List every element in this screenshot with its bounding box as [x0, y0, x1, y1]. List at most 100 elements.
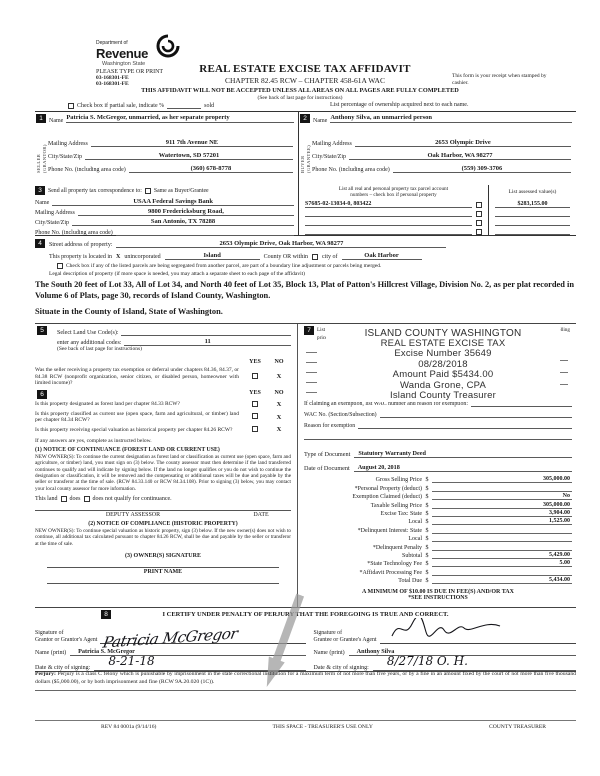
- reason-line-2: [304, 429, 572, 440]
- seller-column: 1 Name Patricia S. McGregor, unmarried, …: [35, 112, 298, 185]
- personal-property-deduct-label: *Personal Property (deduct): [354, 485, 422, 492]
- corr-mailing-label: Mailing Address: [35, 210, 75, 216]
- money-row: Local $: [304, 534, 572, 543]
- dollar-sign: $: [425, 527, 429, 534]
- money-row: Gross Selling Price $305,000.00: [304, 475, 572, 484]
- gross-selling-price-label: Gross Selling Price: [375, 477, 422, 484]
- seller-phone-value: (360) 678-8778: [128, 165, 293, 173]
- current-use-yes-checkbox[interactable]: [243, 413, 267, 421]
- additional-codes-label: enter any additional codes:: [57, 340, 122, 346]
- does-not-qualify-checkbox[interactable]: [83, 496, 90, 503]
- corr-mailing-value: 9800 Fredericksburg Road,: [77, 208, 294, 216]
- treasurer-space-label: THIS SPACE - TREASURER'S USE ONLY: [272, 724, 373, 730]
- city-checkbox[interactable]: [312, 254, 319, 260]
- parcels-table: List all real and personal property tax …: [298, 185, 576, 235]
- delinquent-interest-state-value: [432, 527, 572, 534]
- footer: REV 84 0001a (9/14/16) THIS SPACE - TREA…: [35, 720, 576, 730]
- same-as-buyer-checkbox[interactable]: [144, 187, 151, 194]
- dollar-sign: $: [425, 477, 429, 484]
- partial-sale-checkbox[interactable]: [68, 102, 74, 109]
- property-section: 4 Street address of property: 2653 Olymp…: [35, 237, 575, 316]
- buyer-name-value: Anthony Silva, an unmarried person: [330, 114, 572, 123]
- form-code-1: 03-168301-FE: [96, 75, 129, 81]
- unincorporated-label: unincorporated: [124, 254, 161, 260]
- delinquent-interest-local-value: [432, 535, 572, 543]
- county-or-label: County OR within: [263, 254, 309, 260]
- notice-continuance-title: (1) NOTICE OF CONTINUANCE (FOREST LAND O…: [35, 446, 220, 453]
- stamp-amount-paid: Amount Paid $5434.00: [392, 369, 494, 381]
- section-2-number: 2: [300, 114, 310, 123]
- corr-phone-value: [115, 235, 294, 236]
- dollar-sign: $: [425, 502, 429, 509]
- yes-header: YES: [249, 359, 261, 365]
- subtotal-value: 5,429.00: [432, 552, 572, 559]
- parcel-row: S7685-02-13034-0, 803422 $283,155.00: [299, 199, 576, 209]
- stamp-excise-number: Excise Number 35649: [394, 348, 492, 360]
- stamp-reet-line: REAL ESTATE EXCISE TAX: [380, 338, 506, 349]
- partial-sale-label: Check box if partial sale, indicate %: [77, 102, 165, 109]
- money-row: Total Due $5,434.00: [304, 576, 572, 585]
- if-yes-note: If any answers are yes, complete as inst…: [35, 437, 152, 444]
- grantor-agent-label: Grantor or Grantor's Agent: [35, 636, 98, 643]
- minimum-due-note: A MINIMUM OF $10.00 IS DUE IN FEE(S) AND…: [362, 589, 514, 596]
- notice-compliance-body: NEW OWNER(S): To continue special valuat…: [35, 528, 291, 547]
- see-back-note-5: (See back of last page for instructions): [57, 346, 142, 352]
- buyer-name-label: Name: [313, 118, 328, 124]
- land-use-code-line: [121, 329, 291, 336]
- forest-land-question: Is this property designated as forest la…: [35, 401, 180, 408]
- grantee-signature-line[interactable]: [379, 615, 576, 644]
- personal-property-checkbox[interactable]: [476, 220, 482, 227]
- seller-role-line1: SELLER: [35, 153, 41, 173]
- historical-no-answer[interactable]: X: [276, 426, 282, 434]
- stamp-treasurer-name: Wanda Grone, CPA: [399, 379, 487, 391]
- print-name-line[interactable]: [47, 575, 279, 585]
- deputy-assessor-label: DEPUTY ASSESSOR: [105, 512, 161, 519]
- reason-line: [358, 422, 572, 429]
- grantee-date-row: Date & city of signing: 8/27/18 O. H.: [306, 654, 576, 671]
- grantor-signature-line[interactable]: Patricia McGregor: [100, 620, 306, 652]
- forest-yes-checkbox[interactable]: [243, 400, 267, 409]
- print-name-label: PRINT NAME: [143, 569, 183, 576]
- acceptance-warning: THIS AFFIDAVIT WILL NOT BE ACCEPTED UNLE…: [141, 87, 459, 94]
- money-row: Exemption Claimed (deduct) $ No: [304, 492, 572, 501]
- section-6-number: 6: [37, 389, 47, 399]
- dollar-sign: $: [425, 552, 429, 559]
- buyer-mailing-value: 2653 Olympic Drive: [354, 139, 571, 147]
- county-value: Island: [164, 252, 260, 260]
- located-in-label: This property is located in: [49, 254, 112, 260]
- city-of-label: city of: [322, 254, 338, 260]
- personal-property-checkbox[interactable]: [476, 202, 482, 209]
- buyer-role-line1: BUYER: [299, 155, 305, 173]
- owners-signature-line[interactable]: [47, 559, 279, 569]
- personal-property-fragment-1: List all: [317, 327, 332, 333]
- perjury-text: Perjury is a class C felony which is pun…: [35, 671, 577, 685]
- corr-name-label: Name: [35, 200, 50, 206]
- does-qualify-checkbox[interactable]: [60, 496, 67, 503]
- historical-yes-checkbox[interactable]: [243, 425, 267, 434]
- grantee-signature-label: Signature of Grantee or Grantee's Agent: [314, 630, 377, 644]
- forest-no-answer[interactable]: X: [276, 401, 282, 409]
- personal-property-checkbox[interactable]: [476, 228, 482, 235]
- wac-label: WAC No. (Section/Subsection): [304, 412, 377, 418]
- grantor-name-print-label: Name (print): [35, 650, 67, 656]
- section-5-number: 5: [37, 326, 47, 335]
- notice-compliance-title: (2) NOTICE OF COMPLIANCE (HISTORIC PROPE…: [88, 521, 238, 528]
- parcel-number-value: S7685-02-13034-0, 803422: [305, 201, 472, 209]
- dollar-sign: $: [425, 485, 429, 492]
- revenue-logo: Department of Revenue Washington State P…: [96, 34, 216, 87]
- exemption-no-answer[interactable]: X: [276, 373, 282, 381]
- grantee-date-handwriting: 8/27/18 O. H.: [386, 654, 468, 668]
- exemption-yes-answer[interactable]: [243, 372, 267, 381]
- logo-state-text: Washington State: [102, 61, 146, 67]
- current-use-no-answer[interactable]: X: [276, 413, 282, 421]
- personal-property-checkbox[interactable]: [476, 211, 482, 218]
- dollar-sign: $: [425, 510, 429, 517]
- perjury-clause: Perjury: Perjury is a class C felony whi…: [35, 671, 577, 692]
- buyer-phone-label: Phone No. (including area code): [312, 167, 390, 173]
- stamp-county-line: ISLAND COUNTY WASHINGTON: [364, 328, 522, 339]
- segregated-checkbox[interactable]: [57, 263, 63, 269]
- seller-mailing-label: Mailing Address: [48, 141, 88, 147]
- buyer-role-label: BUYER (GRANTEE): [299, 134, 312, 173]
- seller-name-label: Name: [49, 118, 64, 124]
- assessed-value-header: List assessed value(s): [488, 185, 576, 200]
